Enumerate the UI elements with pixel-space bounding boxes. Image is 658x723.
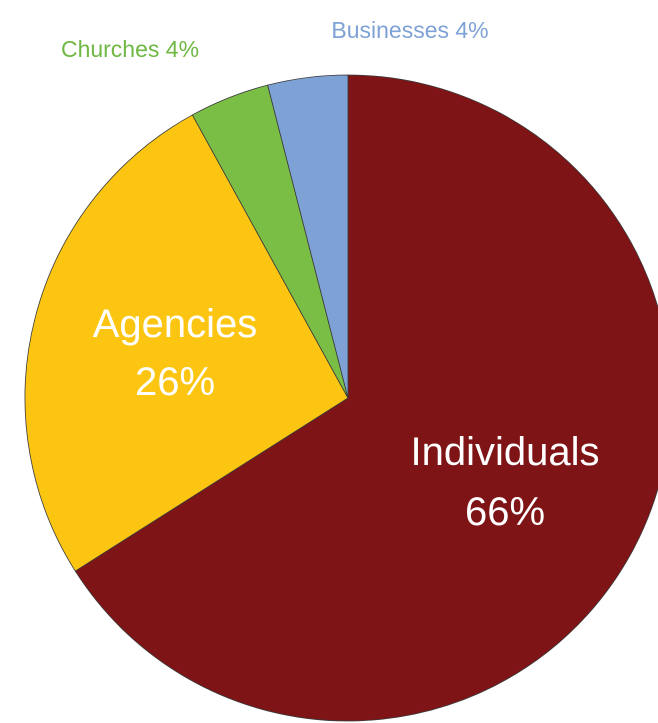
- slice-label-agencies: Agencies 26%: [93, 302, 258, 404]
- pie-slice-businesses: [267, 74, 349, 399]
- pie-slice-agencies: [24, 114, 349, 572]
- slice-label-churches: Churches 4%: [61, 36, 199, 62]
- slice-label-line: 26%: [135, 360, 215, 404]
- pie-slices: [24, 74, 658, 722]
- slice-label-line: Individuals: [410, 430, 599, 474]
- pie-slice-individuals: [74, 74, 658, 722]
- slice-label-businesses: Businesses 4%: [331, 17, 488, 43]
- slice-label-individuals: Individuals 66%: [410, 430, 599, 534]
- slice-label-line: 66%: [465, 490, 545, 534]
- slice-label-line: Churches 4%: [61, 36, 199, 62]
- slice-label-line: Agencies: [93, 302, 258, 346]
- slice-label-line: Businesses 4%: [331, 17, 488, 43]
